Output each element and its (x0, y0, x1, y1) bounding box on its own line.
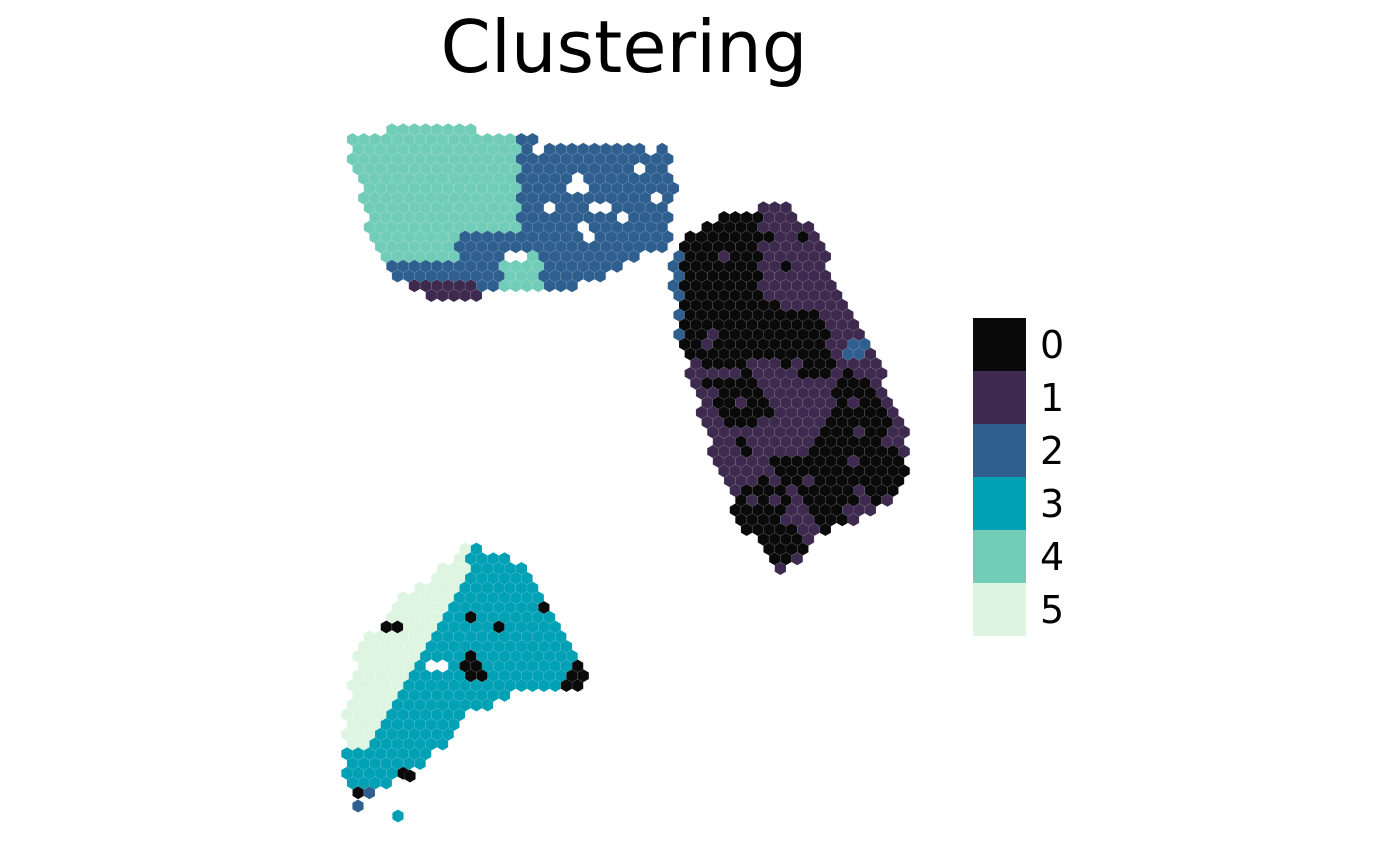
legend-label-1: 1 (1040, 376, 1064, 420)
spot-cluster-3 (481, 698, 494, 712)
legend-swatch-3 (973, 477, 1026, 530)
legend-swatch-1 (973, 371, 1026, 424)
spot-cluster-1 (470, 288, 483, 303)
spot-cluster-3 (436, 737, 449, 751)
chart-title: Clustering (441, 5, 808, 89)
spot-cluster-2 (656, 240, 668, 254)
legend: 0 1 2 3 4 5 (973, 318, 1064, 636)
spot-cluster-2 (628, 249, 640, 264)
spot-cluster-1 (774, 561, 787, 576)
spot-cluster-1 (864, 503, 877, 517)
spot-cluster-3 (414, 756, 426, 771)
legend-swatch-5 (973, 583, 1026, 636)
spot-cluster-1 (881, 493, 894, 508)
spot-cluster-3 (380, 776, 393, 790)
spots-layer (341, 123, 910, 823)
legend-label-2: 2 (1040, 429, 1064, 473)
spot-cluster-3 (498, 688, 511, 703)
spot-cluster-0 (404, 769, 416, 783)
legend-label-5: 5 (1040, 588, 1064, 632)
spot-cluster-1 (847, 513, 860, 527)
legend-swatch-2 (973, 424, 1026, 477)
spot-cluster-1 (791, 552, 803, 566)
legend-swatch-0 (973, 318, 1026, 371)
legend-label-0: 0 (1040, 323, 1064, 367)
spot-cluster-2 (363, 786, 376, 800)
spot-cluster-3 (392, 809, 404, 823)
spot-cluster-2 (594, 269, 606, 283)
spot-cluster-0 (571, 678, 584, 693)
spot-cluster-2 (611, 259, 623, 274)
spot-cluster-2 (352, 799, 364, 813)
spot-cluster-0 (819, 522, 832, 537)
legend-label-4: 4 (1040, 535, 1064, 579)
legend-swatch-4 (973, 530, 1026, 583)
spot-cluster-2 (566, 279, 578, 293)
legend-label-3: 3 (1040, 482, 1064, 526)
